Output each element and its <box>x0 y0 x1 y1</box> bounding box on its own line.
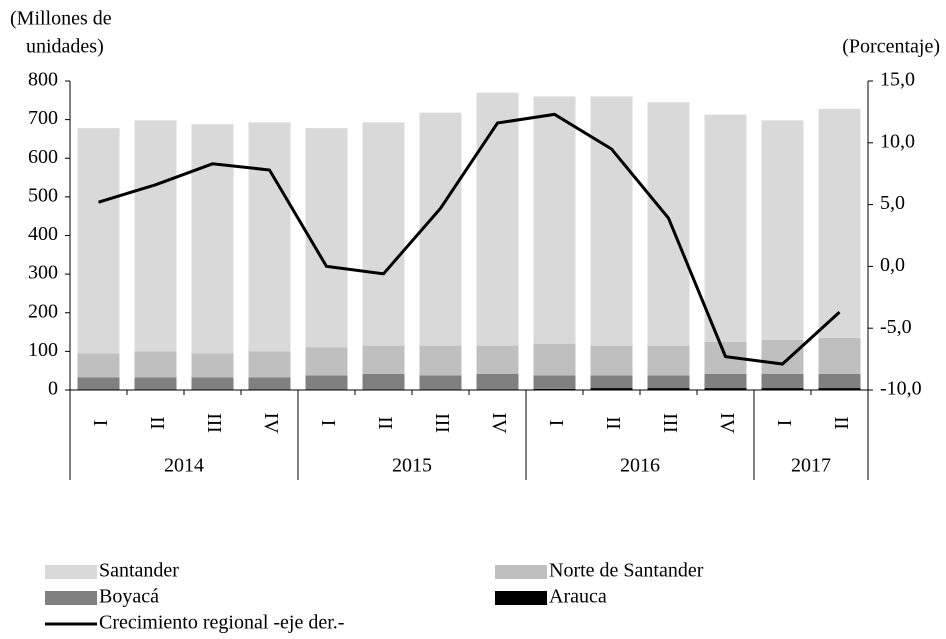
x-tick-label: II <box>374 416 396 429</box>
x-tick-label: II <box>830 416 852 429</box>
legend-label: Arauca <box>549 586 607 608</box>
bar <box>362 122 405 346</box>
bar <box>77 377 120 390</box>
y-tick-label: 600 <box>28 146 58 168</box>
y2-tick-label: 15,0 <box>880 69 915 91</box>
bar <box>362 373 405 390</box>
bar <box>647 375 690 389</box>
y2-tick-label: -10,0 <box>880 378 922 400</box>
y-tick-label: 800 <box>28 69 58 91</box>
year-label: 2014 <box>164 455 204 477</box>
x-tick-label: I <box>89 420 111 427</box>
bar <box>818 108 861 338</box>
x-tick-label: III <box>659 413 681 433</box>
year-label: 2016 <box>620 455 660 477</box>
legend-label: Norte de Santander <box>549 560 704 582</box>
bar <box>191 353 234 378</box>
bar <box>305 128 348 348</box>
bar <box>761 339 804 374</box>
bar <box>533 388 576 390</box>
bar <box>476 92 519 346</box>
x-tick-label: I <box>317 420 339 427</box>
y2-tick-label: 10,0 <box>880 130 915 152</box>
y-tick-label: 300 <box>28 262 58 284</box>
bar <box>647 345 690 376</box>
legend-label: Santander <box>99 560 179 582</box>
bar <box>134 120 177 352</box>
x-tick-label: IV <box>488 412 510 434</box>
y-tick-label: 100 <box>28 339 58 361</box>
bar <box>77 353 120 378</box>
bar <box>590 345 633 376</box>
bar <box>419 112 462 346</box>
x-tick-label: IV <box>716 412 738 434</box>
bar <box>134 377 177 390</box>
bar <box>77 128 120 354</box>
line <box>98 112 841 366</box>
legend-swatch <box>45 591 97 605</box>
bar <box>590 388 633 390</box>
x-tick-label: I <box>773 420 795 427</box>
bar <box>533 375 576 389</box>
bar <box>476 345 519 374</box>
bar <box>248 377 291 390</box>
legend-label: Boyacá <box>99 586 159 608</box>
x-tick-label: IV <box>260 412 282 434</box>
y2-axis-label: (Porcentaje) <box>842 36 940 58</box>
y2-tick-label: 0,0 <box>880 254 905 276</box>
bar <box>818 388 861 390</box>
legend-swatch <box>495 565 547 579</box>
bar <box>191 124 234 354</box>
legend-label: Crecimiento regional -eje der.- <box>99 612 344 634</box>
year-label: 2017 <box>791 455 831 477</box>
bar <box>761 120 804 340</box>
x-tick-label: III <box>431 413 453 433</box>
bar <box>704 388 747 390</box>
bar <box>134 351 177 378</box>
bar <box>191 377 234 390</box>
y-tick-label: 700 <box>28 107 58 129</box>
bar <box>533 96 576 344</box>
y-axis-label: (Millones de <box>10 8 112 30</box>
bar <box>248 351 291 378</box>
y-axis-label: unidades) <box>26 36 104 58</box>
bar <box>761 388 804 390</box>
bar <box>362 345 405 374</box>
bar <box>761 373 804 389</box>
bar <box>818 337 861 374</box>
x-tick-label: I <box>545 420 567 427</box>
x-tick-label: III <box>203 413 225 433</box>
year-label: 2015 <box>392 455 432 477</box>
y-tick-label: 0 <box>48 378 58 400</box>
legend-swatch <box>45 565 97 579</box>
y2-tick-label: -5,0 <box>880 316 912 338</box>
bar <box>590 96 633 346</box>
legend-swatch <box>495 591 547 605</box>
bar <box>419 375 462 390</box>
bar <box>305 375 348 390</box>
bar <box>704 114 747 342</box>
bar <box>533 343 576 376</box>
y-tick-label: 400 <box>28 223 58 245</box>
bar <box>590 375 633 389</box>
y-tick-label: 200 <box>28 300 58 322</box>
bar <box>419 345 462 376</box>
x-tick-label: II <box>146 416 168 429</box>
y2-tick-label: 5,0 <box>880 192 905 214</box>
bar <box>248 122 291 352</box>
bar <box>647 388 690 390</box>
x-tick-label: II <box>602 416 624 429</box>
bar <box>305 347 348 376</box>
bar <box>704 373 747 389</box>
y-tick-label: 500 <box>28 184 58 206</box>
bar <box>647 102 690 346</box>
bar <box>476 373 519 390</box>
bar <box>818 373 861 389</box>
